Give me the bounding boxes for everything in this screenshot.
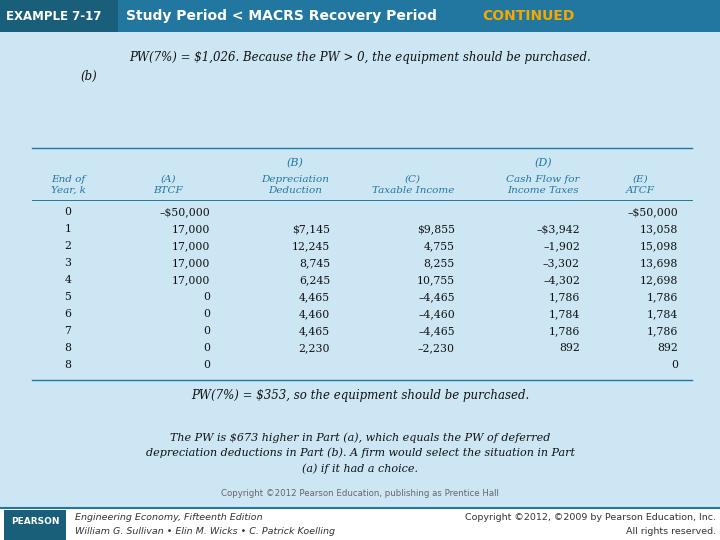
Bar: [4, 510, 66, 540]
Text: 10,755: 10,755: [417, 275, 455, 285]
Text: (b): (b): [80, 70, 96, 83]
Text: (C)
Taxable Income: (C) Taxable Income: [372, 175, 454, 195]
Text: 6,245: 6,245: [299, 275, 330, 285]
Text: $9,855: $9,855: [417, 224, 455, 234]
Text: 8,255: 8,255: [424, 258, 455, 268]
Text: 2,230: 2,230: [299, 343, 330, 353]
Text: 4,460: 4,460: [299, 309, 330, 319]
Text: Cash Flow for
Income Taxes: Cash Flow for Income Taxes: [506, 175, 580, 195]
Text: 13,058: 13,058: [639, 224, 678, 234]
Text: 1,784: 1,784: [647, 309, 678, 319]
Text: 1: 1: [65, 224, 71, 234]
Text: 1,786: 1,786: [549, 326, 580, 336]
Text: EXAMPLE 7-17: EXAMPLE 7-17: [6, 10, 102, 23]
Text: PW(7%) = $1,026. Because the PW > 0, the equipment should be purchased.: PW(7%) = $1,026. Because the PW > 0, the…: [129, 51, 591, 64]
Text: 0: 0: [203, 343, 210, 353]
Text: 1,784: 1,784: [549, 309, 580, 319]
Text: 0: 0: [671, 360, 678, 370]
Text: (D): (D): [534, 158, 552, 168]
Text: $7,145: $7,145: [292, 224, 330, 234]
Text: 8: 8: [65, 360, 71, 370]
Text: –4,465: –4,465: [418, 326, 455, 336]
Text: –2,230: –2,230: [418, 343, 455, 353]
Text: 4,465: 4,465: [299, 326, 330, 336]
Text: 6: 6: [65, 309, 71, 319]
Text: (A)
BTCF: (A) BTCF: [153, 175, 183, 195]
Text: 892: 892: [657, 343, 678, 353]
Text: Study Period < MACRS Recovery Period: Study Period < MACRS Recovery Period: [126, 9, 437, 23]
Text: William G. Sullivan • Elin M. Wicks • C. Patrick Koelling: William G. Sullivan • Elin M. Wicks • C.…: [75, 528, 335, 537]
Text: –$50,000: –$50,000: [159, 207, 210, 217]
Text: 0: 0: [203, 309, 210, 319]
Text: –4,302: –4,302: [543, 275, 580, 285]
Text: PW(7%) = $353, so the equipment should be purchased.: PW(7%) = $353, so the equipment should b…: [191, 389, 529, 402]
Text: 4: 4: [65, 275, 71, 285]
Text: 12,245: 12,245: [292, 241, 330, 251]
Text: 0: 0: [203, 326, 210, 336]
Text: (B): (B): [287, 158, 303, 168]
Text: Copyright ©2012 Pearson Education, publishing as Prentice Hall: Copyright ©2012 Pearson Education, publi…: [221, 489, 499, 498]
Text: End of
Year, k: End of Year, k: [50, 175, 86, 195]
Text: 17,000: 17,000: [171, 224, 210, 234]
Text: –1,902: –1,902: [543, 241, 580, 251]
Text: The PW is $673 higher in Part (a), which equals the PW of deferred
depreciation : The PW is $673 higher in Part (a), which…: [145, 432, 575, 474]
Text: Engineering Economy, Fifteenth Edition: Engineering Economy, Fifteenth Edition: [75, 514, 263, 523]
Text: –$3,942: –$3,942: [536, 224, 580, 234]
Text: 0: 0: [65, 207, 71, 217]
Text: 17,000: 17,000: [171, 241, 210, 251]
Text: –4,465: –4,465: [418, 292, 455, 302]
Text: 17,000: 17,000: [171, 258, 210, 268]
Text: 13,698: 13,698: [639, 258, 678, 268]
Text: PEARSON: PEARSON: [11, 517, 59, 526]
Text: 8,745: 8,745: [299, 258, 330, 268]
Text: 5: 5: [65, 292, 71, 302]
Text: 4,465: 4,465: [299, 292, 330, 302]
Text: 1,786: 1,786: [549, 292, 580, 302]
Text: 0: 0: [203, 360, 210, 370]
Bar: [0, 0, 720, 32]
Text: Depreciation
Deduction: Depreciation Deduction: [261, 175, 329, 195]
Text: 17,000: 17,000: [171, 275, 210, 285]
Text: 7: 7: [65, 326, 71, 336]
Text: –$50,000: –$50,000: [627, 207, 678, 217]
Text: 12,698: 12,698: [639, 275, 678, 285]
Text: 15,098: 15,098: [640, 241, 678, 251]
Text: 8: 8: [65, 343, 71, 353]
Text: Copyright ©2012, ©2009 by Pearson Education, Inc.: Copyright ©2012, ©2009 by Pearson Educat…: [465, 514, 716, 523]
Text: –3,302: –3,302: [543, 258, 580, 268]
Text: 2: 2: [65, 241, 71, 251]
Text: 0: 0: [203, 292, 210, 302]
Bar: [0, 508, 720, 540]
Text: 1,786: 1,786: [647, 292, 678, 302]
Text: 892: 892: [559, 343, 580, 353]
Bar: [0, 0, 118, 32]
Text: (E)
ATCF: (E) ATCF: [626, 175, 654, 195]
Text: 1,786: 1,786: [647, 326, 678, 336]
Text: 3: 3: [65, 258, 71, 268]
Text: All rights reserved.: All rights reserved.: [626, 528, 716, 537]
Text: –4,460: –4,460: [418, 309, 455, 319]
Text: 4,755: 4,755: [424, 241, 455, 251]
Text: CONTINUED: CONTINUED: [482, 9, 575, 23]
